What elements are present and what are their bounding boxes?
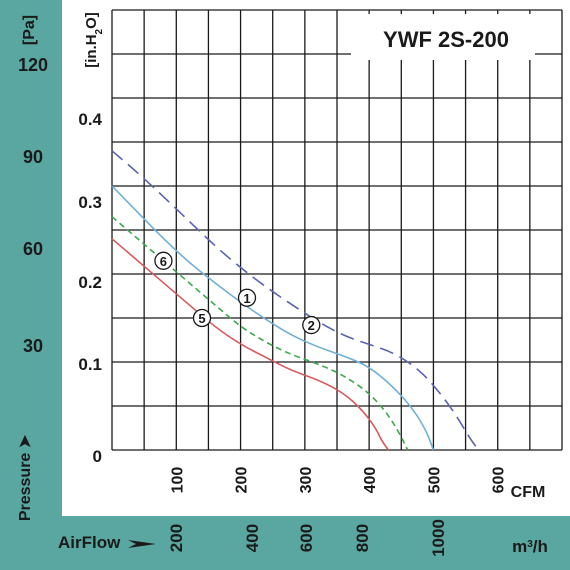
- plot-panel: [62, 0, 570, 516]
- left-tick-label: 120: [18, 55, 48, 75]
- pressure-label: Pressure ➤: [17, 434, 34, 521]
- cfm-tick-label: 500: [426, 467, 443, 494]
- series-layer: [111, 150, 480, 451]
- curve-marker-circle: [192, 308, 212, 328]
- cfm-tick-label: 300: [298, 467, 315, 494]
- grid: [111, 9, 563, 451]
- m3h-tick-label: 1000: [429, 519, 448, 557]
- curve-marker-circle: [154, 251, 173, 270]
- y-tick-label: 0.3: [78, 193, 102, 212]
- y-tick-label: 0.4: [78, 110, 102, 129]
- left-tick-label: 30: [23, 336, 43, 356]
- curve-marker-label: 5: [198, 311, 205, 326]
- cfm-tick-label: 200: [234, 467, 251, 494]
- curve-marker-circle: [237, 288, 257, 307]
- m3h-tick-label: 600: [297, 524, 316, 552]
- cfm-tick-label: 600: [491, 467, 508, 494]
- y-tick-label: 0.1: [78, 355, 102, 374]
- curve-markers: 1 2 5 6: [154, 251, 321, 335]
- curve-marker-circle: [302, 315, 321, 335]
- cfm-unit-label: CFM: [511, 484, 546, 501]
- y-axis-ticks: 0.4 0.3 0.2 0.1 0: [78, 110, 102, 466]
- left-unit-label: [Pa]: [21, 15, 38, 45]
- left-pa-ticks: 120 90 60 30: [18, 55, 48, 356]
- m3h-tick-label: 200: [167, 524, 186, 552]
- airflow-arrow-icon: [128, 540, 156, 548]
- m3h-tick-label: 800: [353, 524, 372, 552]
- curve-marker-label: 1: [243, 291, 250, 306]
- m3h-unit-label: m3/h: [512, 537, 548, 556]
- inner-unit-label: [in.H2O]: [83, 12, 105, 68]
- left-tick-label: 90: [23, 147, 43, 167]
- title-background: [351, 14, 535, 60]
- airflow-label: AirFlow: [58, 533, 121, 552]
- m3h-ticks: 200 400 600 800 1000: [167, 519, 448, 557]
- series-line: [111, 185, 435, 451]
- m3h-tick-label: 400: [243, 524, 262, 552]
- cfm-tick-label: 400: [362, 467, 379, 494]
- chart-title: YWF 2S-200: [383, 27, 509, 52]
- y-tick-label: 0.2: [78, 273, 102, 292]
- series-line: [111, 216, 409, 451]
- curve-marker-label: 2: [308, 318, 315, 333]
- series-line: [111, 150, 480, 451]
- cfm-tick-label: 100: [169, 467, 186, 494]
- y-tick-label: 0: [93, 447, 102, 466]
- curve-marker-label: 6: [160, 254, 167, 269]
- title-box: YWF 2S-200: [351, 14, 535, 60]
- left-tick-label: 60: [23, 239, 43, 259]
- cfm-ticks: 100 200 300 400 500 600: [169, 467, 507, 494]
- series-line: [111, 238, 390, 451]
